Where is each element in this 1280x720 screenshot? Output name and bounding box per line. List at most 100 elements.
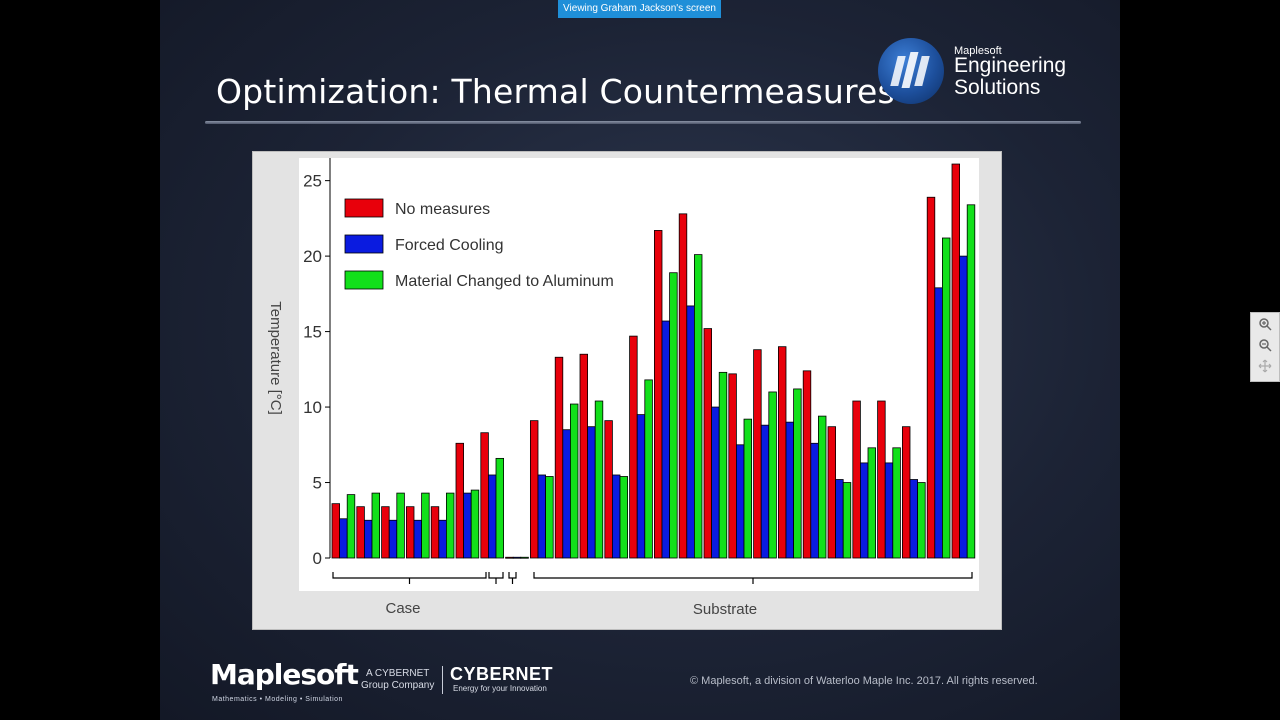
bar [430,506,440,559]
fit-icon[interactable] [1257,359,1273,375]
y-tick-label: 15 [303,323,322,342]
bar [892,447,901,559]
bar [364,519,373,559]
bar [619,476,628,559]
logo-brand: Maplesoft [954,45,1002,57]
bar [877,400,886,559]
bar [934,287,943,559]
bar [587,426,596,559]
bar [693,254,703,559]
bar [396,492,405,559]
bar [917,482,926,559]
bar [331,503,340,559]
bar [611,474,621,559]
group-bracket [332,572,487,579]
bar [818,415,827,559]
bar [495,457,504,559]
bar [463,492,472,559]
bar [487,474,497,559]
bar [728,373,737,559]
maplesoft-wordmark: Maplesoft [210,658,359,691]
bar [942,237,951,559]
bar [405,506,415,559]
maplesoft-engineering-logo: Maplesoft Engineering Solutions [878,36,1078,108]
legend-swatch [344,198,384,218]
bar [512,556,522,559]
bar [339,518,348,559]
zoom-out-icon[interactable] [1257,338,1273,354]
zoom-in-icon[interactable] [1257,317,1273,333]
screen-share-banner[interactable]: Viewing Graham Jackson's screen [558,0,721,18]
bar [636,414,646,559]
bar [562,429,571,559]
bar [579,353,588,559]
bar [438,519,447,559]
bar [545,476,554,559]
bar [768,391,777,559]
group-bracket [508,572,517,579]
bar [902,426,911,559]
group-bracket [488,572,504,579]
bar [669,272,678,559]
bar [785,421,794,559]
bar [867,447,876,559]
bar [951,163,960,559]
bar [413,519,422,559]
bar [810,442,819,559]
maplesoft-tagline: Mathematics • Modeling • Simulation [212,696,343,703]
bar [711,406,720,559]
bar [760,424,770,559]
y-tick-label: 20 [303,247,322,266]
bar [884,462,894,559]
bar [842,482,852,559]
bar [644,379,653,559]
cybernet-group-line-1: A CYBERNET [366,668,430,679]
legend-label: Forced Cooling [395,237,504,254]
cybernet-tagline: Energy for your Innovation [453,684,547,693]
bar [388,519,398,559]
y-axis-label: Temperature [°C] [267,301,284,415]
bar [827,426,836,559]
bar [346,494,356,559]
footer-divider [442,666,443,694]
bar [703,328,712,559]
group-bracket [533,572,973,579]
bar [421,492,430,559]
bar [909,479,918,559]
bar [802,370,812,559]
bar [537,474,546,559]
bar [860,462,869,559]
logo-line-1: Engineering [954,54,1067,77]
zoom-controls [1250,312,1280,382]
bar [653,230,663,559]
chart-frame: 0 5 10 15 20 25 Temperature [°C] No measures For… [252,151,1002,630]
bar [743,418,752,559]
logo-badge-icon [878,38,944,104]
bar [926,196,936,559]
bar [356,506,365,559]
y-tick-label: 10 [303,398,322,417]
bar [529,420,539,559]
bar [381,506,390,559]
bar [445,492,455,559]
cybernet-wordmark: CYBERNET [450,664,554,684]
bar [778,346,787,559]
y-tick-label: 0 [313,549,322,568]
group-label-case: Case [385,600,420,617]
bar [520,556,529,559]
bar [371,492,380,559]
slide: Optimization: Thermal Countermeasures Ma… [160,0,1120,720]
bar [629,335,638,559]
bar [480,432,489,559]
copyright-text: © Maplesoft, a division of Waterloo Mapl… [690,675,1038,687]
bar [835,479,844,559]
y-tick-label: 25 [303,172,322,191]
maplesoft-footer-logo: Maplesoft Mathematics • Modeling • Simul… [210,658,359,703]
bar [455,442,464,559]
bar [569,403,579,559]
slide-title: Optimization: Thermal Countermeasures [216,72,895,111]
legend-swatch [344,270,384,290]
title-divider [205,121,1081,124]
legend-label: Material Changed to Aluminum [395,273,614,290]
legend-label: No measures [395,201,490,218]
